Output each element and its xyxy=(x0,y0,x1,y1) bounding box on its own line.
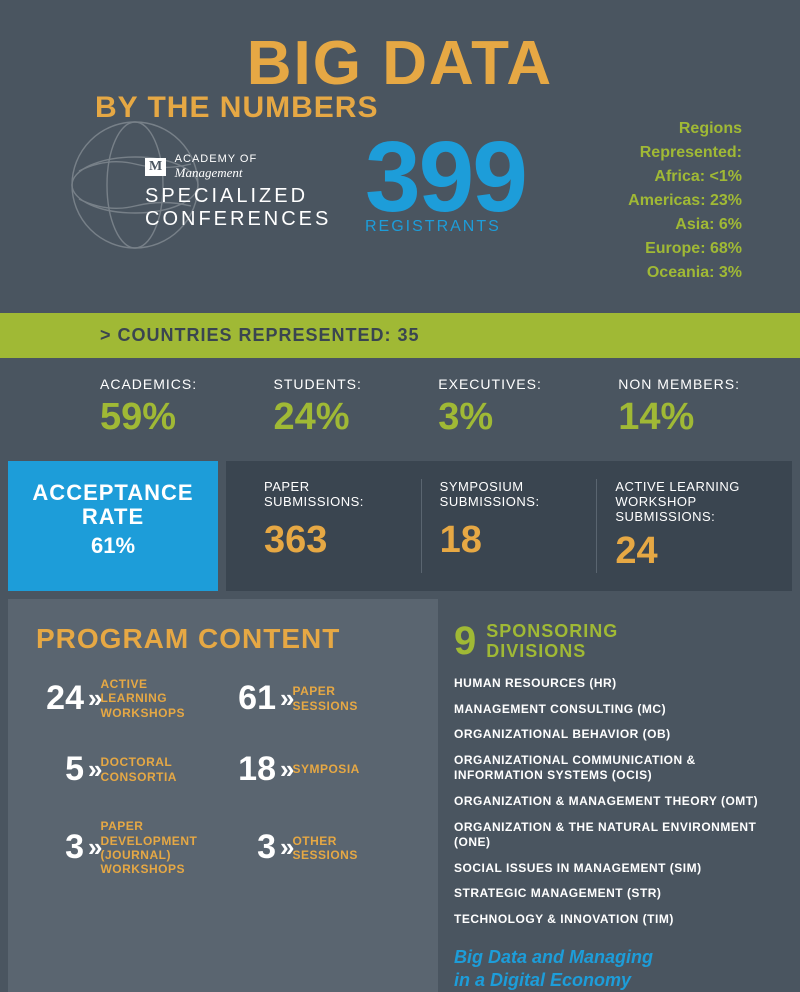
program-item: 5 » DOCTORALCONSORTIA xyxy=(36,750,218,789)
program-num: 61 xyxy=(228,679,276,718)
breakdown-executives: EXECUTIVES: 3% xyxy=(438,376,542,439)
submission-value: 363 xyxy=(264,519,403,562)
regions-block: Regions Represented: Africa: <1% America… xyxy=(585,117,742,285)
countries-bar: > COUNTRIES REPRESENTED: 35 xyxy=(0,313,800,358)
submission-paper: PAPER SUBMISSIONS: 363 xyxy=(246,479,422,573)
breakdown-label: EXECUTIVES: xyxy=(438,376,542,392)
program-num: 3 xyxy=(36,828,84,867)
sponsors-num: 9 xyxy=(454,619,476,664)
arrow-icon: » xyxy=(88,832,94,863)
submission-label: PAPER SUBMISSIONS: xyxy=(264,479,403,513)
logo-block: M ACADEMY OF Management SPECIALIZED CONF… xyxy=(95,135,355,285)
submission-symposium: SYMPOSIUM SUBMISSIONS: 18 xyxy=(422,479,598,573)
sponsor-item: SOCIAL ISSUES IN MANAGEMENT (SIM) xyxy=(454,861,780,877)
submission-label: SYMPOSIUM SUBMISSIONS: xyxy=(440,479,579,513)
program-item: 24 » ACTIVELEARNINGWORKSHOPS xyxy=(36,677,218,720)
registrants-number: 399 xyxy=(365,135,585,220)
region-item: Asia: 6% xyxy=(585,213,742,237)
program-label: PAPERSESSIONS xyxy=(292,684,357,713)
breakdown-nonmembers: NON MEMBERS: 14% xyxy=(618,376,740,439)
submission-value: 18 xyxy=(440,519,579,562)
program-item: 18 » SYMPOSIA xyxy=(228,750,410,789)
submission-label: ACTIVE LEARNING WORKSHOP SUBMISSIONS: xyxy=(615,479,754,524)
region-item: Africa: <1% xyxy=(585,165,742,189)
submission-workshop: ACTIVE LEARNING WORKSHOP SUBMISSIONS: 24 xyxy=(597,479,772,573)
sponsor-item: ORGANIZATION & MANAGEMENT THEORY (OMT) xyxy=(454,794,780,810)
logo-specialized: SPECIALIZED xyxy=(145,185,355,208)
sponsor-item: ORGANIZATION & THE NATURAL ENVIRONMENT (… xyxy=(454,820,780,851)
program-label: DOCTORALCONSORTIA xyxy=(100,755,177,784)
acceptance-pct: 61% xyxy=(18,533,208,559)
breakdown-value: 14% xyxy=(618,396,740,439)
arrow-icon: » xyxy=(88,683,94,714)
region-item: Europe: 68% xyxy=(585,237,742,261)
arrow-icon: » xyxy=(88,754,94,785)
logo-m-icon: M xyxy=(145,158,166,176)
sponsor-item: HUMAN RESOURCES (HR) xyxy=(454,676,780,692)
tagline-line1: Big Data and Managing xyxy=(454,946,780,969)
arrow-icon: » xyxy=(280,754,286,785)
program-item: 3 » OTHERSESSIONS xyxy=(228,819,410,877)
program-num: 24 xyxy=(36,679,84,718)
breakdown-value: 24% xyxy=(274,396,362,439)
sponsor-item: TECHNOLOGY & INNOVATION (TIM) xyxy=(454,912,780,928)
program-num: 3 xyxy=(228,828,276,867)
tagline: Big Data and Managing in a Digital Econo… xyxy=(454,946,780,992)
header: BIG DATA BY THE NUMBERS M ACADEMY OF Man… xyxy=(0,0,800,295)
program-num: 18 xyxy=(228,750,276,789)
program-item: 3 » PAPERDEVELOPMENT(JOURNAL)WORKSHOPS xyxy=(36,819,218,877)
breakdown-label: NON MEMBERS: xyxy=(618,376,740,392)
sponsors-list: HUMAN RESOURCES (HR) MANAGEMENT CONSULTI… xyxy=(454,676,780,928)
region-item: Oceania: 3% xyxy=(585,261,742,285)
sponsors-title: SPONSORINGDIVISIONS xyxy=(486,622,618,662)
breakdown-label: STUDENTS: xyxy=(274,376,362,392)
program-label: OTHERSESSIONS xyxy=(292,834,357,863)
breakdown-students: STUDENTS: 24% xyxy=(274,376,362,439)
sponsor-item: ORGANIZATIONAL BEHAVIOR (OB) xyxy=(454,727,780,743)
breakdown-label: ACADEMICS: xyxy=(100,376,197,392)
breakdown-row: ACADEMICS: 59% STUDENTS: 24% EXECUTIVES:… xyxy=(0,358,800,461)
program-label: ACTIVELEARNINGWORKSHOPS xyxy=(100,677,185,720)
acceptance-title-2: RATE xyxy=(18,505,208,529)
breakdown-academics: ACADEMICS: 59% xyxy=(100,376,197,439)
sponsor-item: MANAGEMENT CONSULTING (MC) xyxy=(454,702,780,718)
sponsors-box: 9 SPONSORINGDIVISIONS HUMAN RESOURCES (H… xyxy=(446,599,792,992)
regions-represented: Represented: xyxy=(585,141,742,165)
logo-academy-line: ACADEMY OF Management xyxy=(175,153,258,181)
sponsor-item: ORGANIZATIONAL COMMUNICATION & INFORMATI… xyxy=(454,753,780,784)
main-title: BIG DATA xyxy=(40,28,760,99)
registrants-block: 399 REGISTRANTS xyxy=(365,135,585,285)
acceptance-box: ACCEPTANCE RATE 61% xyxy=(8,461,218,591)
region-item: Americas: 23% xyxy=(585,189,742,213)
program-title: PROGRAM CONTENT xyxy=(36,623,410,655)
acceptance-row: ACCEPTANCE RATE 61% PAPER SUBMISSIONS: 3… xyxy=(0,461,800,591)
breakdown-value: 3% xyxy=(438,396,542,439)
submission-value: 24 xyxy=(615,530,754,573)
submissions-box: PAPER SUBMISSIONS: 363 SYMPOSIUM SUBMISS… xyxy=(226,461,792,591)
arrow-icon: » xyxy=(280,832,286,863)
logo-conferences: CONFERENCES xyxy=(145,208,355,231)
program-num: 5 xyxy=(36,750,84,789)
acceptance-title-1: ACCEPTANCE xyxy=(18,481,208,505)
bottom-row: PROGRAM CONTENT 24 » ACTIVELEARNINGWORKS… xyxy=(0,591,800,992)
sponsor-item: STRATEGIC MANAGEMENT (STR) xyxy=(454,886,780,902)
breakdown-value: 59% xyxy=(100,396,197,439)
registrants-label: REGISTRANTS xyxy=(365,218,585,236)
program-item: 61 » PAPERSESSIONS xyxy=(228,677,410,720)
tagline-line2: in a Digital Economy xyxy=(454,969,780,992)
program-label: SYMPOSIA xyxy=(292,762,359,776)
arrow-icon: » xyxy=(280,683,286,714)
regions-title: Regions xyxy=(585,117,742,141)
program-label: PAPERDEVELOPMENT(JOURNAL)WORKSHOPS xyxy=(100,819,197,877)
program-box: PROGRAM CONTENT 24 » ACTIVELEARNINGWORKS… xyxy=(8,599,438,992)
